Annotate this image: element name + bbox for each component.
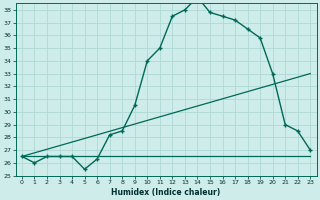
- X-axis label: Humidex (Indice chaleur): Humidex (Indice chaleur): [111, 188, 221, 197]
